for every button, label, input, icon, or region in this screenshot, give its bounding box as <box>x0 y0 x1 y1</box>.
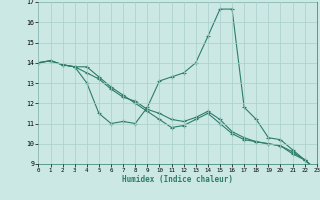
X-axis label: Humidex (Indice chaleur): Humidex (Indice chaleur) <box>122 175 233 184</box>
